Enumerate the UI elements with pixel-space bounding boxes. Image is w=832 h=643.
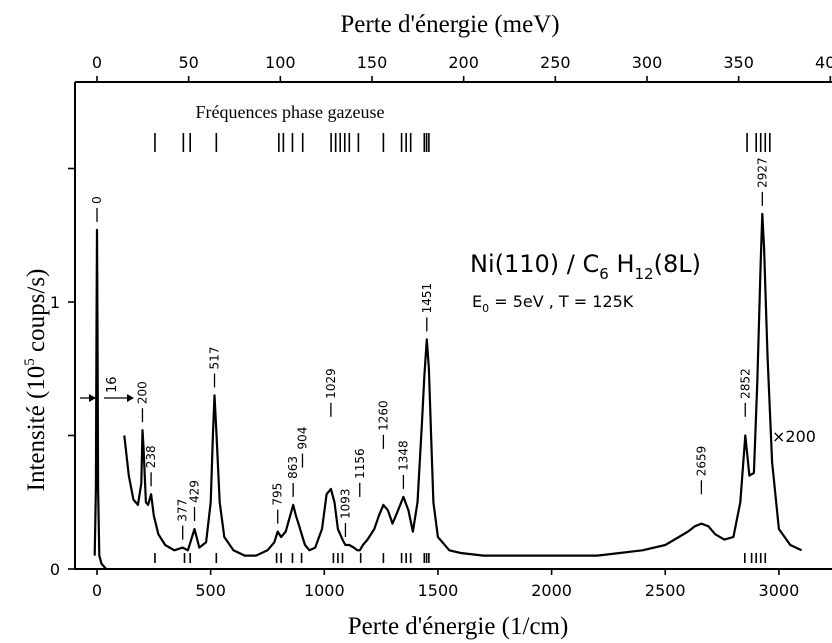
peak-label: 904 xyxy=(295,427,309,450)
system-annotation: Ni(110) / C6 H12(8L) xyxy=(470,250,701,283)
spectrum-line xyxy=(123,212,803,557)
x-tick-label: 1000 xyxy=(304,581,345,600)
peak-label: 0 xyxy=(90,196,104,204)
y-axis-title-exponent: 5 xyxy=(22,358,38,366)
system-annotation-main: Ni(110) / C xyxy=(470,250,599,278)
x2-tick-label: 100 xyxy=(265,53,296,72)
system-annotation-sub2: 12 xyxy=(635,265,654,283)
peak-label: 200 xyxy=(135,381,149,404)
scale-factor-label: ×200 xyxy=(772,427,816,446)
x-tick-label: 2500 xyxy=(645,581,686,600)
peak-label: 2927 xyxy=(755,157,769,188)
y-tick-label: 0 xyxy=(50,560,60,579)
gas-phase-title: Fréquences phase gazeuse xyxy=(196,102,385,122)
system-annotation-mid: H xyxy=(609,250,635,278)
resolution-arrow-head xyxy=(89,394,96,402)
resolution-arrow-head-right xyxy=(127,394,134,402)
x-tick-label: 3000 xyxy=(759,581,800,600)
x2-tick-label: 350 xyxy=(723,53,754,72)
x-tick-label: 2000 xyxy=(531,581,572,600)
peak-label: 517 xyxy=(208,347,222,370)
peak-label: 863 xyxy=(286,456,300,479)
x2-tick-label: 200 xyxy=(448,53,479,72)
peak-label: 429 xyxy=(188,480,202,503)
peak-labels: 0200238377429517795863904102910931156126… xyxy=(90,157,769,540)
system-annotation-end: (8L) xyxy=(654,250,701,278)
y-axis-title: Intensité (105 coups/s) xyxy=(22,269,50,492)
gas-phase-lines xyxy=(154,133,771,152)
x2-tick-label: 400 xyxy=(815,53,832,72)
peak-label: 2659 xyxy=(694,446,708,477)
y-tick-label: 1 xyxy=(50,293,60,312)
x2-tick-label: 300 xyxy=(632,53,663,72)
peak-label: 1093 xyxy=(338,488,352,519)
y-axis-title-main: Intensité (10 xyxy=(23,366,50,492)
x2-tick-label: 0 xyxy=(92,53,102,72)
peak-label: 377 xyxy=(176,499,190,522)
peak-label: 1029 xyxy=(324,368,338,399)
peak-label: 1156 xyxy=(353,448,367,479)
conditions-e: E xyxy=(472,292,482,311)
x2-tick-label: 50 xyxy=(178,53,198,72)
peak-label: 795 xyxy=(271,483,285,506)
x-tick-label: 1500 xyxy=(418,581,459,600)
y-axis-title-unit: coups/s) xyxy=(23,269,50,359)
conditions-annotation: E0 = 5eV , T = 125K xyxy=(472,292,634,315)
top-axis-title: Perte d'énergie (meV) xyxy=(340,11,559,38)
peak-label: 2852 xyxy=(738,368,752,399)
spectrum-series xyxy=(93,212,803,570)
peak-label: 238 xyxy=(144,445,158,468)
x-tick-label: 500 xyxy=(195,581,226,600)
spectrum-line xyxy=(93,228,107,570)
peak-label: 1451 xyxy=(420,283,434,314)
x2-tick-label: 250 xyxy=(540,53,571,72)
conditions-e-sub: 0 xyxy=(482,302,489,315)
system-annotation-sub1: 6 xyxy=(599,265,609,283)
x-tick-label: 0 xyxy=(92,581,102,600)
peak-label: 1260 xyxy=(376,400,390,431)
x2-tick-label: 150 xyxy=(357,53,388,72)
conditions-tail: = 5eV , T = 125K xyxy=(489,292,634,311)
bottom-marks xyxy=(154,553,767,563)
bottom-axis-title: Perte d'énergie (1/cm) xyxy=(348,613,569,640)
peak-label: 1348 xyxy=(396,440,410,471)
resolution-label: 16 xyxy=(105,376,120,393)
